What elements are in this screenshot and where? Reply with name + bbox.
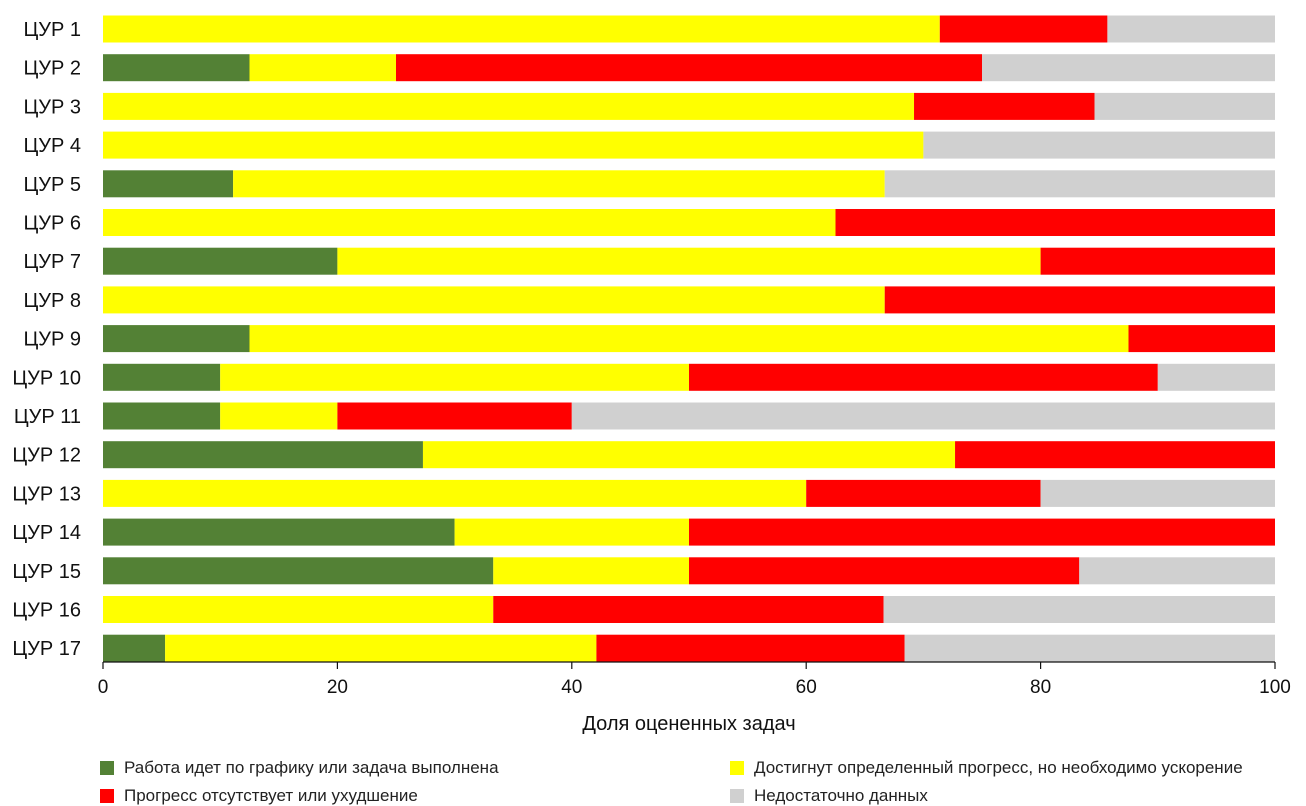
bar-segment-17-series-2 — [165, 634, 597, 662]
bar-segment-1-series-2 — [103, 15, 940, 43]
bar-segment-10-series-2 — [220, 363, 689, 391]
category-labels: ЦУР 1 ЦУР 2 ЦУР 3 ЦУР 4 ЦУР 5 ЦУР 6 ЦУР 7 ЦУР 8… — [12, 19, 81, 660]
bar-segment-12-series-3 — [955, 441, 1275, 469]
x-tick-label: 0 — [98, 677, 109, 698]
x-tick-label: 20 — [327, 677, 348, 698]
category-label: ЦУР 5 — [23, 174, 81, 196]
bar-segment-3-series-2 — [103, 92, 915, 120]
bar-segment-3-series-3 — [914, 92, 1095, 120]
bar-segment-13-series-2 — [103, 479, 807, 507]
bar-segment-2-series-4 — [982, 54, 1275, 82]
x-axis-title: Доля оцененных задач — [582, 713, 795, 735]
bar-segment-4-series-2 — [103, 131, 924, 159]
bar-segment-16-series-3 — [493, 596, 884, 623]
bar-segment-15-series-1 — [103, 557, 494, 585]
bar-segment-11-series-2 — [220, 402, 338, 430]
category-label: ЦУР 10 — [12, 367, 81, 389]
legend-swatch-no-progress — [100, 789, 114, 803]
bar-segment-6-series-2 — [103, 209, 836, 236]
bar-segment-4-series-4 — [923, 131, 1275, 159]
bar-segment-15-series-2 — [493, 557, 689, 585]
category-label: ЦУР 8 — [23, 290, 81, 312]
bars-layer — [103, 15, 1275, 662]
category-label: ЦУР 3 — [23, 96, 81, 118]
bar-segment-14-series-1 — [103, 518, 455, 546]
bar-segment-12-series-2 — [422, 441, 956, 469]
bar-segment-12-series-1 — [103, 441, 423, 469]
bar-segment-13-series-4 — [1040, 479, 1275, 507]
x-axis: 0 20 40 60 80 100 — [98, 661, 1291, 698]
legend-swatch-on-track — [100, 761, 114, 775]
legend-swatch-needs-acceleration — [730, 761, 744, 775]
bar-segment-5-series-1 — [103, 170, 234, 198]
bar-segment-1-series-4 — [1107, 15, 1275, 43]
bar-segment-10-series-4 — [1157, 363, 1275, 391]
bar-segment-2-series-3 — [396, 54, 982, 82]
category-label: ЦУР 11 — [14, 406, 81, 428]
legend-item-no-progress: Прогресс отсутствует или ухудшение — [100, 786, 418, 806]
category-label: ЦУР 4 — [23, 135, 81, 157]
bar-segment-17-series-4 — [904, 634, 1275, 662]
x-tick-label: 60 — [796, 677, 817, 698]
category-label: ЦУР 9 — [23, 329, 81, 351]
category-label: ЦУР 2 — [23, 58, 81, 80]
bar-segment-9-series-2 — [249, 325, 1129, 353]
bar-segment-17-series-1 — [103, 634, 166, 662]
category-label: ЦУР 12 — [12, 445, 81, 467]
bar-segment-3-series-4 — [1094, 92, 1275, 120]
category-label: ЦУР 16 — [12, 600, 81, 622]
category-label: ЦУР 15 — [12, 561, 81, 583]
bar-segment-16-series-4 — [883, 596, 1275, 623]
x-tick-label: 80 — [1030, 677, 1051, 698]
bar-segment-2-series-1 — [103, 54, 250, 82]
bar-segment-11-series-3 — [337, 402, 572, 430]
bar-segment-8-series-2 — [103, 286, 885, 314]
legend-label-no-progress: Прогресс отсутствует или ухудшение — [124, 786, 418, 805]
bar-segment-11-series-4 — [571, 402, 1275, 430]
legend-swatch-insufficient-data — [730, 789, 744, 803]
stacked-bar-chart: ЦУР 1 ЦУР 2 ЦУР 3 ЦУР 4 ЦУР 5 ЦУР 6 ЦУР 7 ЦУР 8… — [12, 15, 1291, 735]
bar-segment-8-series-3 — [884, 286, 1275, 314]
category-label: ЦУР 17 — [12, 638, 81, 660]
bar-segment-14-series-2 — [454, 518, 689, 546]
bar-segment-7-series-3 — [1040, 247, 1275, 275]
bar-segment-13-series-3 — [806, 479, 1041, 507]
category-label: ЦУР 13 — [12, 483, 81, 505]
bar-segment-6-series-3 — [835, 209, 1275, 236]
legend-label-on-track: Работа идет по графику или задача выполн… — [124, 758, 499, 777]
bar-segment-9-series-3 — [1128, 325, 1275, 353]
category-label: ЦУР 6 — [23, 213, 81, 235]
x-tick-label: 100 — [1259, 677, 1291, 698]
bar-segment-5-series-2 — [233, 170, 885, 198]
bar-segment-10-series-3 — [689, 363, 1158, 391]
bar-segment-9-series-1 — [103, 325, 250, 353]
bar-segment-14-series-3 — [689, 518, 1275, 546]
bar-segment-1-series-3 — [939, 15, 1108, 43]
legend-label-needs-acceleration: Достигнут определенный прогресс, но необ… — [754, 758, 1243, 777]
bar-segment-17-series-3 — [596, 634, 905, 662]
bar-segment-7-series-1 — [103, 247, 338, 275]
category-label: ЦУР 7 — [23, 251, 81, 273]
bar-segment-11-series-1 — [103, 402, 221, 430]
bar-segment-7-series-2 — [337, 247, 1041, 275]
bar-segment-5-series-4 — [884, 170, 1275, 198]
category-label: ЦУР 1 — [23, 19, 81, 41]
bar-segment-15-series-4 — [1079, 557, 1275, 585]
legend-label-insufficient-data: Недостаточно данных — [754, 786, 928, 805]
legend-item-needs-acceleration: Достигнут определенный прогресс, но необ… — [730, 758, 1243, 778]
bar-segment-15-series-3 — [689, 557, 1080, 585]
legend-item-on-track: Работа идет по графику или задача выполн… — [100, 758, 499, 778]
legend: Работа идет по графику или задача выполн… — [100, 752, 1285, 806]
bar-segment-16-series-2 — [103, 596, 494, 623]
bar-segment-2-series-2 — [249, 54, 396, 82]
legend-item-insufficient-data: Недостаточно данных — [730, 786, 928, 806]
x-tick-label: 40 — [561, 677, 582, 698]
bar-segment-10-series-1 — [103, 363, 221, 391]
category-label: ЦУР 14 — [12, 522, 81, 544]
